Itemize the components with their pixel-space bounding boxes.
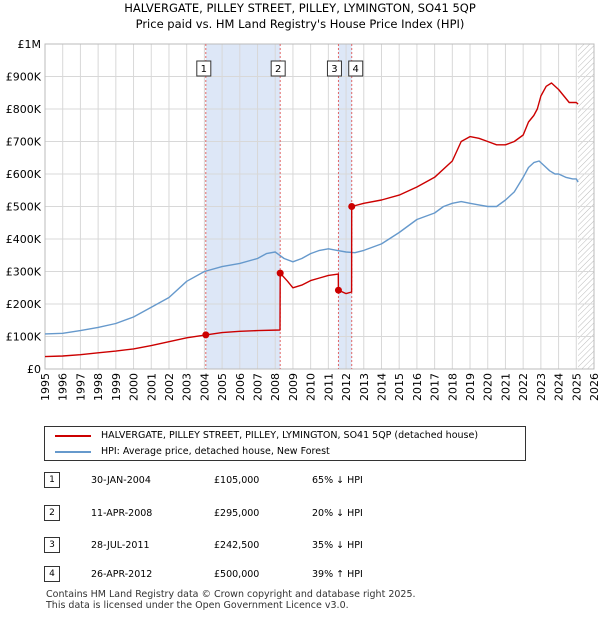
footer-attribution: Contains HM Land Registry data © Crown c… xyxy=(46,589,416,611)
x-tick-label: 2005 xyxy=(216,373,229,401)
y-tick-label: £1M xyxy=(18,38,42,51)
sale-marker-label: 1 xyxy=(201,64,207,75)
sale-date: 26-APR-2012 xyxy=(91,569,153,580)
sale-marker-label: 2 xyxy=(275,64,281,75)
x-tick-label: 2006 xyxy=(234,373,247,401)
x-tick-label: 2023 xyxy=(535,373,548,401)
sale-point xyxy=(202,331,210,339)
x-tick-label: 2009 xyxy=(287,373,300,401)
sale-price: £500,000 xyxy=(214,569,260,580)
sale-marker-label: 3 xyxy=(331,64,337,75)
sale-number-badge: 4 xyxy=(44,566,60,582)
chart-subtitle: Price paid vs. HM Land Registry's House … xyxy=(136,17,465,31)
sale-point xyxy=(348,203,356,210)
sale-marker-box xyxy=(348,60,364,77)
sale-marker-box xyxy=(270,60,286,77)
sale-hpi-diff: 65% ↓ HPI xyxy=(312,475,363,486)
y-tick-label: £0 xyxy=(27,363,41,376)
x-tick-label: 2000 xyxy=(128,373,141,401)
x-tick-label: 2011 xyxy=(322,373,335,401)
x-tick-label: 2013 xyxy=(358,373,371,401)
price-chart: HALVERGATE, PILLEY STREET, PILLEY, LYMIN… xyxy=(6,1,600,401)
x-tick-label: 2008 xyxy=(269,373,282,401)
x-tick-label: 2021 xyxy=(499,373,512,401)
x-tick-label: 2004 xyxy=(198,373,211,401)
chart-title: HALVERGATE, PILLEY STREET, PILLEY, LYMIN… xyxy=(124,1,476,15)
plot-area: £0 £100K £200K £300K £400K £500K £600K £700K £80… xyxy=(6,38,600,401)
x-tick-label: 2019 xyxy=(464,373,477,401)
x-tick-label: 2015 xyxy=(393,373,406,401)
sale-point xyxy=(276,269,284,277)
sale-point xyxy=(334,286,342,294)
sale-date: 11-APR-2008 xyxy=(91,508,153,519)
x-tick-label: 2010 xyxy=(305,373,318,401)
x-tick-label: 2022 xyxy=(517,373,530,401)
sale-price: £242,500 xyxy=(214,540,260,551)
property-price-line xyxy=(44,82,579,358)
sale-number-badge: 3 xyxy=(44,537,60,553)
x-tick-label: 2020 xyxy=(482,373,495,401)
x-tick-label: 2016 xyxy=(411,373,424,401)
sale-marker-label: 4 xyxy=(353,64,359,75)
y-tick-label: £600K xyxy=(6,168,42,181)
sale-marker-box xyxy=(196,60,212,77)
x-tick-label: 2001 xyxy=(145,373,158,401)
x-tick-label: 1997 xyxy=(74,373,87,401)
sale-hpi-diff: 35% ↓ HPI xyxy=(312,540,363,551)
x-tick-label: 1999 xyxy=(110,373,123,401)
plot-border xyxy=(44,43,595,370)
y-tick-label: £500K xyxy=(6,201,42,214)
x-tick-label: 2007 xyxy=(252,373,265,401)
x-tick-label: 2024 xyxy=(553,373,566,401)
footer-copyright: Contains HM Land Registry data © Crown c… xyxy=(46,589,416,600)
x-tick-label: 2026 xyxy=(588,373,600,401)
sale-number-badge: 1 xyxy=(44,472,60,488)
x-tick-label: 1996 xyxy=(57,373,70,401)
y-tick-label: £100K xyxy=(6,331,42,344)
legend-label-property: HALVERGATE, PILLEY STREET, PILLEY, LYMIN… xyxy=(101,430,479,441)
y-tick-label: £300K xyxy=(6,266,42,279)
sale-price: £105,000 xyxy=(214,475,260,486)
x-tick-label: 1998 xyxy=(92,373,105,401)
y-tick-label: £700K xyxy=(6,136,42,149)
sale-hpi-diff: 20% ↓ HPI xyxy=(312,508,363,519)
legend: HALVERGATE, PILLEY STREET, PILLEY, LYMIN… xyxy=(44,426,526,461)
x-tick-label: 1995 xyxy=(39,373,52,401)
x-tick-label: 2025 xyxy=(570,373,583,401)
y-tick-label: £200K xyxy=(6,298,42,311)
x-tick-label: 2002 xyxy=(163,373,176,401)
x-tick-label: 2014 xyxy=(375,373,388,401)
sale-date: 30-JAN-2004 xyxy=(91,475,151,486)
sale-hpi-diff: 39% ↑ HPI xyxy=(312,569,363,580)
y-tick-label: £800K xyxy=(6,103,42,116)
footer-licence: This data is licensed under the Open Gov… xyxy=(46,600,349,611)
hpi-line xyxy=(44,160,579,335)
x-tick-label: 2012 xyxy=(340,373,353,401)
x-tick-label: 2017 xyxy=(429,373,442,401)
x-tick-label: 2003 xyxy=(181,373,194,401)
legend-swatch-hpi xyxy=(55,451,91,453)
y-tick-label: £900K xyxy=(6,71,42,84)
sale-date: 28-JUL-2011 xyxy=(91,540,150,551)
y-tick-label: £400K xyxy=(6,233,42,246)
sale-price: £295,000 xyxy=(214,508,260,519)
sale-marker-box xyxy=(326,60,342,77)
legend-label-hpi: HPI: Average price, detached house, New … xyxy=(101,446,330,457)
legend-swatch-property xyxy=(55,435,91,437)
sale-number-badge: 2 xyxy=(44,505,60,521)
x-tick-label: 2018 xyxy=(446,373,459,401)
